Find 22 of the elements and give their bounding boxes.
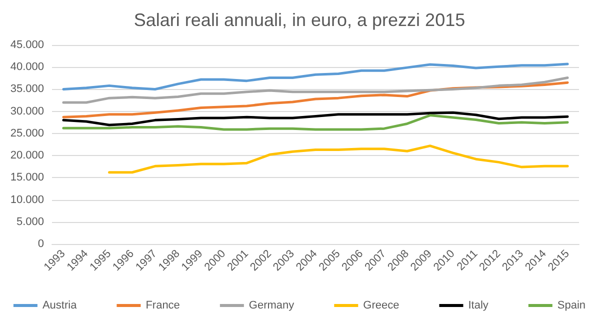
line-series xyxy=(108,144,569,174)
y-tick-label: 30.000 xyxy=(10,105,44,118)
y-tick-label: 5.000 xyxy=(16,216,44,228)
y-tick-label: 35.000 xyxy=(10,83,44,96)
line-series xyxy=(62,62,569,90)
y-tick-label: 20.000 xyxy=(10,150,44,162)
legend-label: France xyxy=(146,300,180,312)
y-tick-label: 45.000 xyxy=(10,39,44,51)
legend-label: Austria xyxy=(42,300,78,312)
line-series xyxy=(62,111,569,126)
y-tick-label: 40.000 xyxy=(10,61,44,74)
legend-label: Italy xyxy=(468,300,489,312)
line-series xyxy=(62,114,569,131)
legend-label: Spain xyxy=(557,300,586,312)
line-series xyxy=(62,76,569,104)
legend-label: Greece xyxy=(363,300,400,312)
y-tick-label: 0 xyxy=(38,238,44,250)
y-tick-label: 10.000 xyxy=(10,194,44,206)
y-tick-label: 15.000 xyxy=(10,172,44,184)
legend-label: Germany xyxy=(248,300,295,312)
y-tick-label: 25.000 xyxy=(10,127,44,140)
chart-title: Salari reali annuali, in euro, a prezzi 2015 xyxy=(134,10,466,30)
